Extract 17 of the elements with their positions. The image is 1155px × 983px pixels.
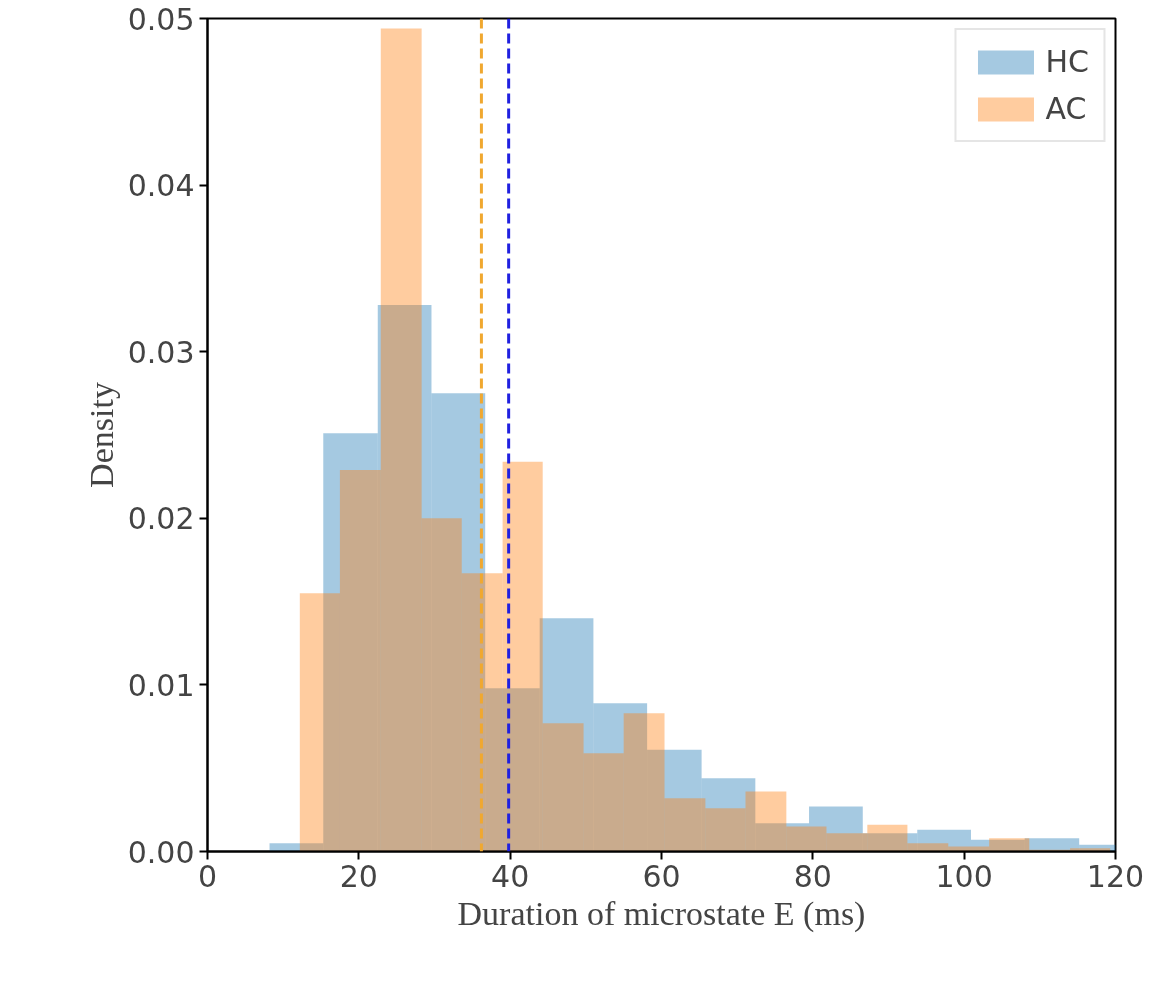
y-tick-label: 0.03 <box>127 334 195 370</box>
x-tick-label: 20 <box>339 858 378 894</box>
legend-label: HC <box>1045 44 1089 79</box>
x-tick-label: 60 <box>642 858 681 894</box>
x-tick-label: 100 <box>935 858 993 894</box>
legend-label: AC <box>1045 91 1087 126</box>
x-axis-title: Duration of microstate E (ms) <box>457 894 866 933</box>
x-tick-label: 40 <box>491 858 530 894</box>
x-tick-label: 80 <box>793 858 832 894</box>
x-tick-label: 120 <box>1086 858 1145 894</box>
y-tick-label: 0.02 <box>127 501 195 537</box>
y-tick-label: 0.00 <box>127 834 195 870</box>
x-tick-label: 0 <box>197 858 218 894</box>
y-tick-label: 0.04 <box>127 168 195 204</box>
y-tick-label: 0.01 <box>127 667 195 703</box>
y-axis-title: Density <box>82 382 120 488</box>
y-tick-label: 0.05 <box>127 1 195 37</box>
